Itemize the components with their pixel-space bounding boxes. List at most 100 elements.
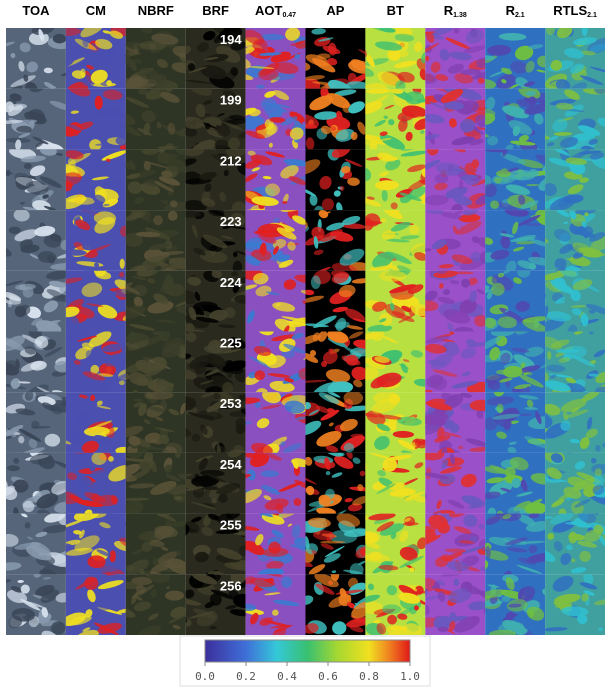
- texture-blob: [114, 279, 126, 295]
- texture-blob: [117, 608, 126, 614]
- texture-blob: [147, 278, 156, 284]
- texture-blob: [78, 394, 89, 399]
- texture-blob: [434, 182, 448, 191]
- texture-blob: [589, 232, 605, 242]
- texture-blob: [135, 231, 161, 238]
- texture-blob: [199, 171, 217, 181]
- texture-blob: [398, 118, 408, 132]
- column-header: TOA: [22, 3, 50, 18]
- texture-blob: [463, 210, 479, 216]
- texture-blob: [366, 54, 375, 68]
- texture-blob: [247, 469, 256, 481]
- texture-blob: [96, 400, 103, 406]
- texture-blob: [269, 117, 286, 123]
- texture-blob: [147, 574, 171, 583]
- texture-blob: [520, 362, 526, 369]
- texture-blob: [40, 149, 57, 156]
- panel-texture: [305, 392, 366, 453]
- texture-blob: [570, 63, 584, 74]
- texture-blob: [524, 407, 538, 410]
- texture-blob: [563, 221, 568, 225]
- texture-blob: [412, 88, 422, 95]
- texture-blob: [23, 74, 29, 82]
- column-header: CM: [86, 3, 106, 18]
- texture-blob: [196, 611, 218, 627]
- texture-blob: [142, 149, 159, 155]
- panel-texture: [245, 90, 306, 149]
- texture-blob: [262, 392, 282, 404]
- texture-blob: [28, 31, 49, 46]
- texture-blob: [514, 234, 537, 242]
- texture-blob: [331, 149, 351, 158]
- row-label: 225: [220, 336, 242, 351]
- texture-blob: [351, 278, 366, 284]
- texture-blob: [50, 621, 66, 635]
- texture-blob: [6, 533, 19, 547]
- texture-blob: [431, 270, 449, 274]
- texture-blob: [513, 277, 522, 284]
- texture-blob: [36, 386, 55, 393]
- texture-blob: [233, 251, 238, 258]
- texture-blob: [598, 534, 605, 547]
- texture-blob: [338, 284, 356, 298]
- texture-blob: [284, 400, 306, 414]
- image-panel: [545, 88, 605, 150]
- texture-blob: [309, 349, 317, 357]
- texture-blob: [365, 541, 380, 549]
- texture-blob: [158, 176, 181, 186]
- texture-blob: [425, 525, 437, 532]
- texture-blob: [27, 536, 34, 540]
- texture-blob: [185, 486, 204, 492]
- texture-blob: [272, 609, 279, 616]
- texture-blob: [154, 427, 175, 433]
- texture-blob: [388, 119, 395, 126]
- row-label: 254: [220, 457, 242, 472]
- texture-blob: [161, 546, 169, 551]
- texture-blob: [332, 621, 347, 635]
- image-panel: [125, 331, 186, 393]
- texture-blob: [125, 605, 136, 618]
- texture-blob: [53, 460, 66, 473]
- texture-blob: [440, 212, 463, 219]
- texture-blob: [383, 115, 388, 119]
- texture-blob: [519, 413, 533, 416]
- texture-blob: [285, 28, 300, 41]
- texture-blob: [0, 277, 6, 290]
- texture-blob: [245, 72, 254, 81]
- row-label: 199: [220, 93, 242, 108]
- texture-blob: [396, 265, 416, 271]
- texture-blob: [513, 354, 535, 368]
- image-panel: [485, 149, 546, 211]
- texture-blob: [42, 524, 66, 534]
- texture-blob: [305, 485, 315, 496]
- texture-blob: [326, 222, 345, 231]
- image-panel: [545, 210, 605, 271]
- texture-blob: [485, 288, 495, 299]
- texture-blob: [526, 184, 540, 187]
- image-panel: [65, 270, 126, 332]
- panel-texture: [125, 270, 186, 331]
- texture-blob: [283, 282, 289, 287]
- texture-blob: [436, 579, 445, 586]
- texture-blob: [567, 324, 578, 332]
- texture-blob: [185, 200, 207, 211]
- texture-blob: [593, 349, 605, 358]
- image-panel: [125, 270, 186, 332]
- texture-blob: [504, 309, 510, 313]
- texture-blob: [134, 196, 145, 204]
- texture-blob: [18, 61, 25, 72]
- header-subscript: 2.1: [515, 12, 525, 19]
- texture-blob: [425, 159, 441, 173]
- texture-blob: [565, 157, 587, 165]
- texture-blob: [208, 309, 229, 322]
- image-panel: [125, 574, 186, 635]
- texture-blob: [305, 62, 311, 71]
- texture-blob: [431, 239, 447, 250]
- texture-blob: [553, 541, 563, 552]
- column-header: R2.1: [506, 3, 525, 19]
- texture-blob: [555, 210, 570, 218]
- texture-blob: [259, 52, 282, 56]
- texture-blob: [593, 599, 605, 606]
- colorbar-tick-label: 0.0: [195, 670, 215, 683]
- image-panel: [125, 149, 186, 211]
